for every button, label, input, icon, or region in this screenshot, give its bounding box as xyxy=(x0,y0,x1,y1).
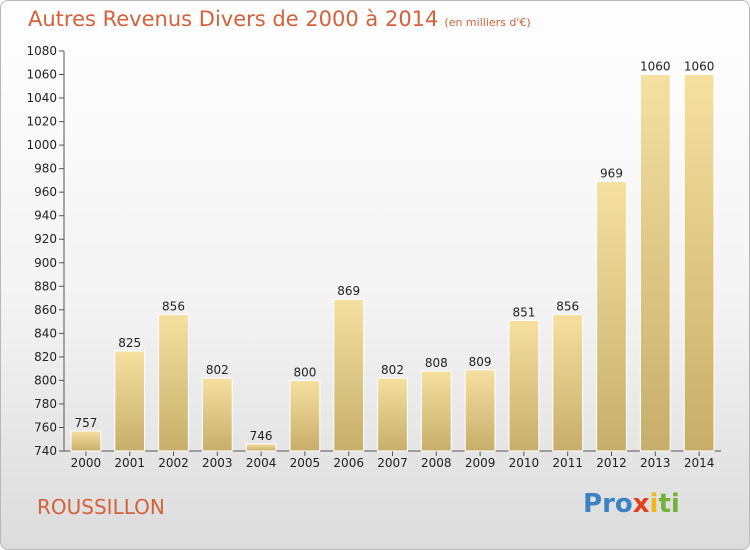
value-label-2002: 856 xyxy=(162,300,185,314)
bar-2008 xyxy=(420,370,452,452)
bar-2000 xyxy=(70,430,102,452)
y-tick-label: 880 xyxy=(34,279,57,293)
value-label-2006: 869 xyxy=(337,284,360,298)
x-tick-label-2005: 2005 xyxy=(290,456,321,470)
bar-2007 xyxy=(377,377,408,452)
value-label-2014: 1060 xyxy=(684,60,715,74)
x-tick-label-2003: 2003 xyxy=(202,456,233,470)
y-tick-label: 1040 xyxy=(26,91,57,105)
y-tick-label: 1000 xyxy=(26,138,57,152)
y-tick-label: 1080 xyxy=(26,44,57,58)
value-label-2007: 802 xyxy=(381,363,404,377)
y-tick-label: 760 xyxy=(34,420,57,434)
chart-title: Autres Revenus Divers de 2000 à 2014 (en … xyxy=(28,7,531,31)
x-tick-label-2007: 2007 xyxy=(377,456,408,470)
logo-letter: i xyxy=(670,489,680,519)
bar-2006 xyxy=(333,298,365,452)
value-label-2003: 802 xyxy=(206,363,229,377)
proxiti-logo: Proxiti xyxy=(583,489,680,519)
bar-2010 xyxy=(508,319,540,452)
bar-2009 xyxy=(464,369,496,452)
y-tick-label: 740 xyxy=(34,444,57,458)
x-tick-label-2009: 2009 xyxy=(465,456,496,470)
logo-letter: P xyxy=(583,489,603,519)
chart-title-text: Autres Revenus Divers de 2000 à 2014 xyxy=(28,7,439,31)
x-tick-label-2006: 2006 xyxy=(333,456,364,470)
logo-letter: t xyxy=(658,489,671,519)
y-tick-label: 960 xyxy=(34,185,57,199)
bar-2004 xyxy=(245,443,277,452)
value-label-2008: 808 xyxy=(425,356,448,370)
x-tick-label-2008: 2008 xyxy=(421,456,452,470)
x-tick-label-2013: 2013 xyxy=(640,456,671,470)
y-tick-label: 940 xyxy=(34,209,57,223)
y-tick-label: 920 xyxy=(34,232,57,246)
bar-2014 xyxy=(683,74,715,452)
value-label-2013: 1060 xyxy=(640,60,671,74)
bar-2011 xyxy=(552,314,584,452)
y-tick-label: 860 xyxy=(34,303,57,317)
x-tick-label-2001: 2001 xyxy=(114,456,145,470)
x-tick-label-2014: 2014 xyxy=(684,456,715,470)
x-tick-label-2000: 2000 xyxy=(71,456,102,470)
value-label-2011: 856 xyxy=(556,300,579,314)
logo-letter: o xyxy=(614,489,633,519)
value-label-2000: 757 xyxy=(74,416,97,430)
y-tick-label: 900 xyxy=(34,256,57,270)
bar-2005 xyxy=(289,379,321,452)
x-tick-label-2011: 2011 xyxy=(552,456,583,470)
bars: 757 825 856 802 746 800 869 802 808 809 851 856 969 1… xyxy=(70,60,715,452)
logo-letter: i xyxy=(649,489,659,519)
value-label-2012: 969 xyxy=(600,167,623,181)
x-tick-label-2002: 2002 xyxy=(158,456,189,470)
bar-2002 xyxy=(158,314,189,452)
y-tick-label: 980 xyxy=(34,162,57,176)
logo-letter: r xyxy=(602,489,615,519)
y-tick-label: 1020 xyxy=(26,115,57,129)
x-tick-label-2004: 2004 xyxy=(246,456,277,470)
value-label-2004: 746 xyxy=(250,429,273,443)
chart-subtitle: (en milliers d'€) xyxy=(444,16,531,29)
y-tick-label: 780 xyxy=(34,397,57,411)
x-tick-label-2012: 2012 xyxy=(596,456,627,470)
y-tick-label: 1060 xyxy=(26,68,57,82)
x-axis: 2000 2001 2002 2003 2004 2005 2006 2007 2008 2009… xyxy=(64,450,721,470)
value-label-2009: 809 xyxy=(469,355,492,369)
city-name: ROUSSILLON xyxy=(37,495,165,519)
bar-2003 xyxy=(201,377,233,452)
x-tick-label-2010: 2010 xyxy=(509,456,540,470)
y-tick-label: 800 xyxy=(34,373,57,387)
bar-2012 xyxy=(596,181,627,452)
y-axis: 740 760 780 800 820 840 860 880 900 920 940 960 980 1… xyxy=(26,44,65,458)
value-label-2001: 825 xyxy=(118,336,141,350)
bar-2001 xyxy=(114,350,146,452)
y-tick-label: 840 xyxy=(34,326,57,340)
value-label-2010: 851 xyxy=(512,305,535,319)
logo-letter: x xyxy=(632,489,650,519)
y-tick-label: 820 xyxy=(34,350,57,364)
value-label-2005: 800 xyxy=(293,365,316,379)
bar-2013 xyxy=(639,74,671,452)
